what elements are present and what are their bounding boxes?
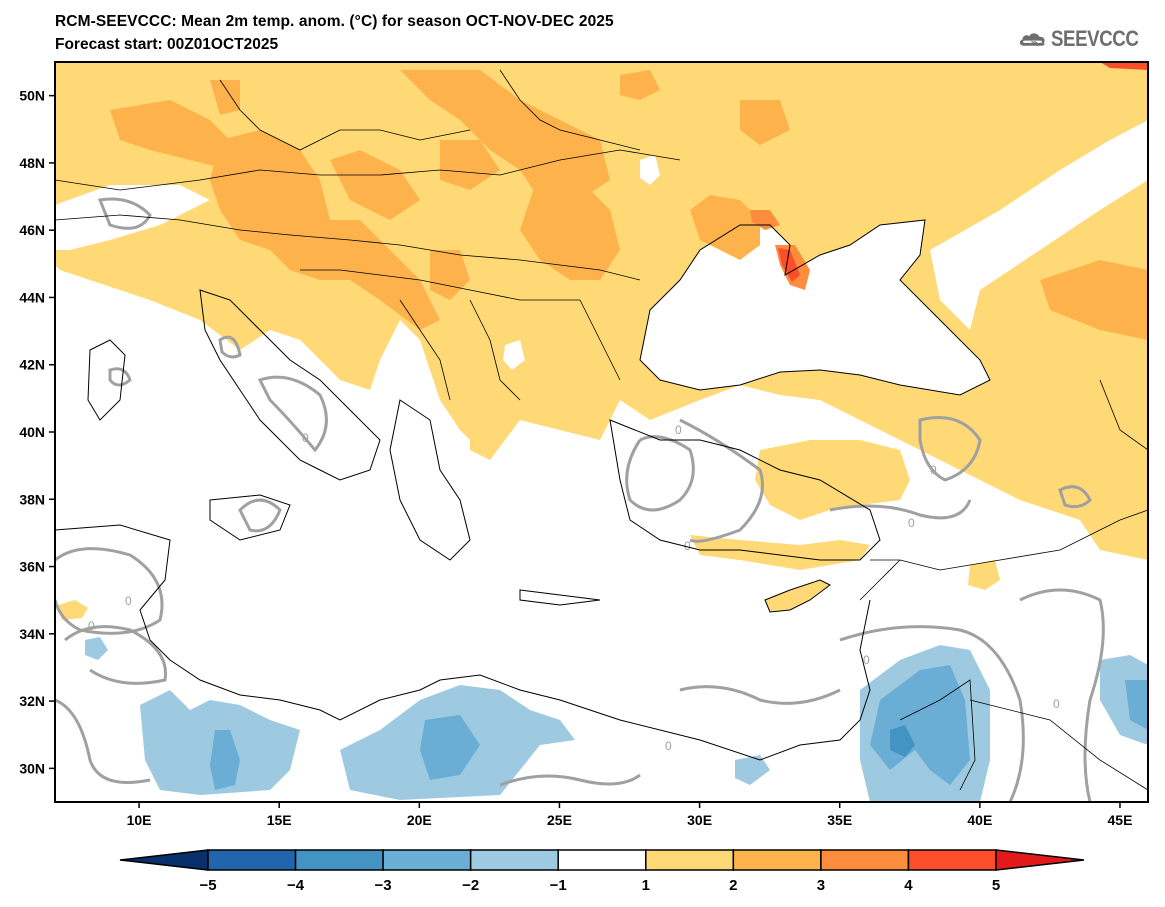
colorbar-label: −1 [550,877,567,894]
neutral-romania-spot [640,155,660,185]
lat-tick-label: 50N [19,88,45,104]
lon-tick-label: 25E [547,812,572,828]
lon-tick-label: 45E [1108,812,1133,828]
lat-tick-label: 34N [19,626,45,642]
colorbar-min-arrow [119,849,209,871]
warm-region-north [55,62,1148,560]
logo-text: SEEVCCC [1051,26,1139,51]
lat-tick-label: 42N [19,357,45,373]
neutral-italy-west [55,290,430,500]
contour-label: 0 [1053,697,1060,711]
colorbar-bin [557,849,647,871]
colorbar-bin [294,849,384,871]
lon-tick-label: 40E [967,812,992,828]
lat-tick-label: 30N [19,760,45,776]
warm4-north-edge [1100,62,1148,70]
colorbar-bin [645,849,735,871]
warm2-patches [110,70,1148,505]
colorbar-label: −2 [462,877,479,894]
contour-label: 0 [302,431,309,445]
map-title: RCM-SEEVCCC: Mean 2m temp. anom. (°C) fo… [55,13,614,30]
lon-tick-label: 10E [127,812,152,828]
cool2-patches [210,665,1148,790]
coastlines [55,219,991,761]
colorbar-bin [907,849,997,871]
warm-region-syria-spot [968,560,1000,590]
warm4-crimea [778,248,800,282]
colorbar: −5 −4 −3 −2 −1 1 2 3 4 5 [119,849,1085,894]
lat-tick-label: 32N [19,693,45,709]
colorbar-label: 4 [904,877,913,894]
colorbar-label: 5 [992,877,1000,894]
lon-tick-label: 20E [407,812,432,828]
zero-contours [55,197,1105,802]
colorbar-label: −3 [375,877,392,894]
contour-label: 0 [675,423,682,437]
forecast-start: Forecast start: 00Z01OCT2025 [55,36,279,53]
neutral-black-sea-east [930,120,1148,330]
lat-tick-label: 48N [19,155,45,171]
cool3-patch-jordan [890,725,915,757]
warm-region-greece-coast [470,395,520,460]
contour-label: 0 [908,516,915,530]
warm-region-turkey-east [1000,380,1148,560]
lon-tick-label: 15E [267,812,292,828]
lon-tick-label: 30E [687,812,712,828]
neutral-bulgaria-spot [503,340,525,370]
neutral-alps [55,185,210,250]
colorbar-bin [820,849,910,871]
country-borders [55,69,1148,791]
warm-region-anatolia-coast [690,535,870,570]
contour-label: 0 [125,594,132,608]
contour-label: 0 [930,463,937,477]
colorbar-bin [207,849,297,871]
lat-tick-label: 36N [19,559,45,575]
lon-tick-label: 35E [827,812,852,828]
colorbar-bin [469,849,559,871]
warm-region-anatolia [755,440,910,520]
colorbar-max-arrow [995,849,1085,871]
contour-label: 0 [88,619,95,633]
cloud-icon [1019,33,1045,46]
seevccc-logo: SEEVCCC [1018,24,1154,54]
colorbar-bin [382,849,472,871]
warm-region-cyprus [765,580,830,612]
lat-tick-label: 46N [19,222,45,238]
zero-contour-labels: 0 0 0 0 0 0 0 0 0 0 [88,423,1060,753]
colorbar-label: −4 [287,877,305,894]
longitude-axis: 10E 15E 20E 25E 30E 35E 40E 45E [127,802,1133,828]
anomaly-field: 0 0 0 0 0 0 0 0 0 0 [55,62,1148,802]
black-sea [640,220,990,395]
latitude-axis: 30N 32N 34N 36N 38N 40N 42N 44N 46N 48N 50N [19,88,55,776]
colorbar-label: −5 [199,877,216,894]
lat-tick-label: 44N [19,289,45,305]
colorbar-label: 2 [729,877,737,894]
lat-tick-label: 38N [19,491,45,507]
warm-region-tunisia [58,600,88,620]
colorbar-label: 1 [642,877,650,894]
contour-label: 0 [863,653,870,667]
colorbar-label: 3 [817,877,825,894]
colorbar-bin [732,849,822,871]
lat-tick-label: 40N [19,424,45,440]
contour-label: 0 [684,539,691,553]
contour-label: 0 [665,739,672,753]
